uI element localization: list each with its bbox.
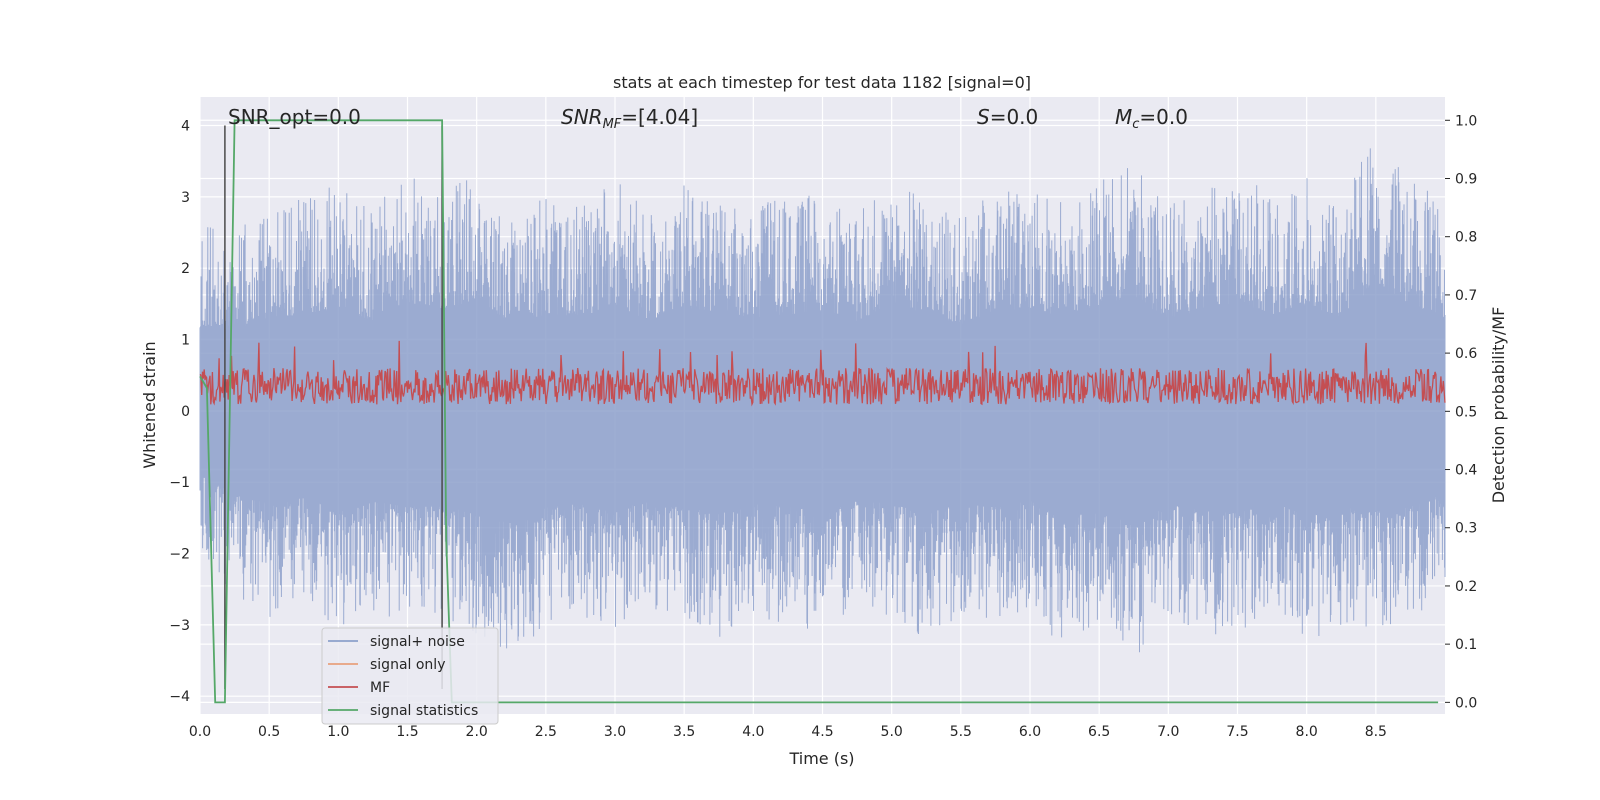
annotation-s-rest: =0.0 [990, 105, 1039, 129]
y-right-tick-labels: 1.0 0.9 0.8 0.7 0.6 0.5 0.4 0.3 0.2 0.1 0.0 [1445, 113, 1477, 711]
x-axis-label: Time (s) [788, 749, 854, 768]
x-tick-label: 4.0 [742, 724, 764, 740]
annotation-mc-sub: c [1132, 117, 1139, 132]
x-tick-label: 1.5 [396, 724, 418, 740]
annotation-s: S=0.0 [977, 105, 1038, 129]
x-tick-label: 0.5 [258, 724, 280, 740]
annotation-s-main: S [977, 105, 990, 129]
y-right-tick-label: 0.8 [1455, 230, 1477, 246]
x-tick-label: 3.0 [604, 724, 626, 740]
annotation-mc: Mc=0.0 [1115, 105, 1188, 132]
x-tick-label: 7.5 [1226, 724, 1248, 740]
y-axis-left-label: Whitened strain [140, 341, 159, 468]
annotation-snr-mf-sub: MF [603, 117, 622, 132]
annotation-snr-mf-main: SNR [561, 105, 603, 129]
y-left-tick-labels: 4 3 2 1 0 −1 −2 −3 −4 [169, 119, 190, 706]
x-tick-label: 1.0 [327, 724, 349, 740]
x-tick-label: 6.5 [1088, 724, 1110, 740]
y-left-tick-label: 2 [181, 261, 190, 277]
mf-line [199, 340, 1446, 407]
y-right-tick-label: 0.1 [1455, 637, 1477, 653]
series-signal-statistics [199, 119, 1439, 704]
signal-noise-line [199, 148, 1446, 653]
y-right-tick-label: 0.6 [1455, 346, 1477, 362]
x-tick-label: 3.5 [673, 724, 695, 740]
y-left-tick-label: 1 [181, 333, 190, 349]
vertical-markers [224, 125, 443, 690]
y-right-tick-label: 0.5 [1455, 404, 1477, 420]
legend-label-mf: MF [370, 680, 390, 696]
x-tick-label: 5.0 [881, 724, 903, 740]
y-right-tick-label: 0.7 [1455, 288, 1477, 304]
y-left-tick-label: −3 [169, 618, 190, 634]
x-tick-label: 5.5 [950, 724, 972, 740]
x-tick-labels: 0.0 0.5 1.0 1.5 2.0 2.5 3.0 3.5 4.0 4.5 5.0 5.5 6.0 6… [189, 724, 1387, 740]
annotation-snr-mf-rest: =[4.04] [621, 105, 698, 129]
annotation-mc-rest: =0.0 [1139, 105, 1188, 129]
legend: signal+ noise signal only MF signal stat… [321, 627, 499, 725]
y-right-tick-label: 0.2 [1455, 579, 1477, 595]
legend-label-signal-noise: signal+ noise [370, 634, 465, 650]
x-tick-label: 4.5 [811, 724, 833, 740]
signal-statistics-line [199, 119, 1439, 704]
series-mf [199, 340, 1446, 407]
annotation-snr-mf: SNRMF=[4.04] [561, 105, 698, 132]
legend-label-signal-only: signal only [370, 657, 445, 673]
x-tick-label: 6.0 [1019, 724, 1041, 740]
y-right-tick-label: 0.4 [1455, 463, 1477, 479]
y-right-tick-label: 0.0 [1455, 695, 1477, 711]
x-tick-label: 8.0 [1296, 724, 1318, 740]
legend-label-signal-statistics: signal statistics [370, 703, 478, 719]
y-left-tick-label: −4 [169, 689, 190, 705]
y-left-tick-label: 0 [181, 404, 190, 420]
x-tick-label: 0.0 [189, 724, 211, 740]
x-tick-label: 7.0 [1157, 724, 1179, 740]
annotation-mc-main: M [1115, 105, 1132, 129]
chart-title: stats at each timestep for test data 118… [613, 73, 1031, 92]
y-left-tick-label: −1 [169, 475, 190, 491]
y-left-tick-label: −2 [169, 547, 190, 563]
legend-box [321, 627, 499, 725]
y-left-tick-label: 3 [181, 190, 190, 206]
y-right-tick-label: 0.9 [1455, 171, 1477, 187]
y-right-tick-label: 0.3 [1455, 521, 1477, 537]
annotation-snr-opt: SNR_opt=0.0 [228, 105, 361, 129]
x-tick-label: 2.0 [466, 724, 488, 740]
x-tick-label: 2.5 [535, 724, 557, 740]
series-signal-noise [199, 148, 1446, 653]
y-axis-right-label: Detection probability/MF [1489, 307, 1508, 504]
x-tick-label: 8.5 [1365, 724, 1387, 740]
y-right-tick-label: 1.0 [1455, 113, 1477, 129]
y-left-tick-label: 4 [181, 119, 190, 135]
